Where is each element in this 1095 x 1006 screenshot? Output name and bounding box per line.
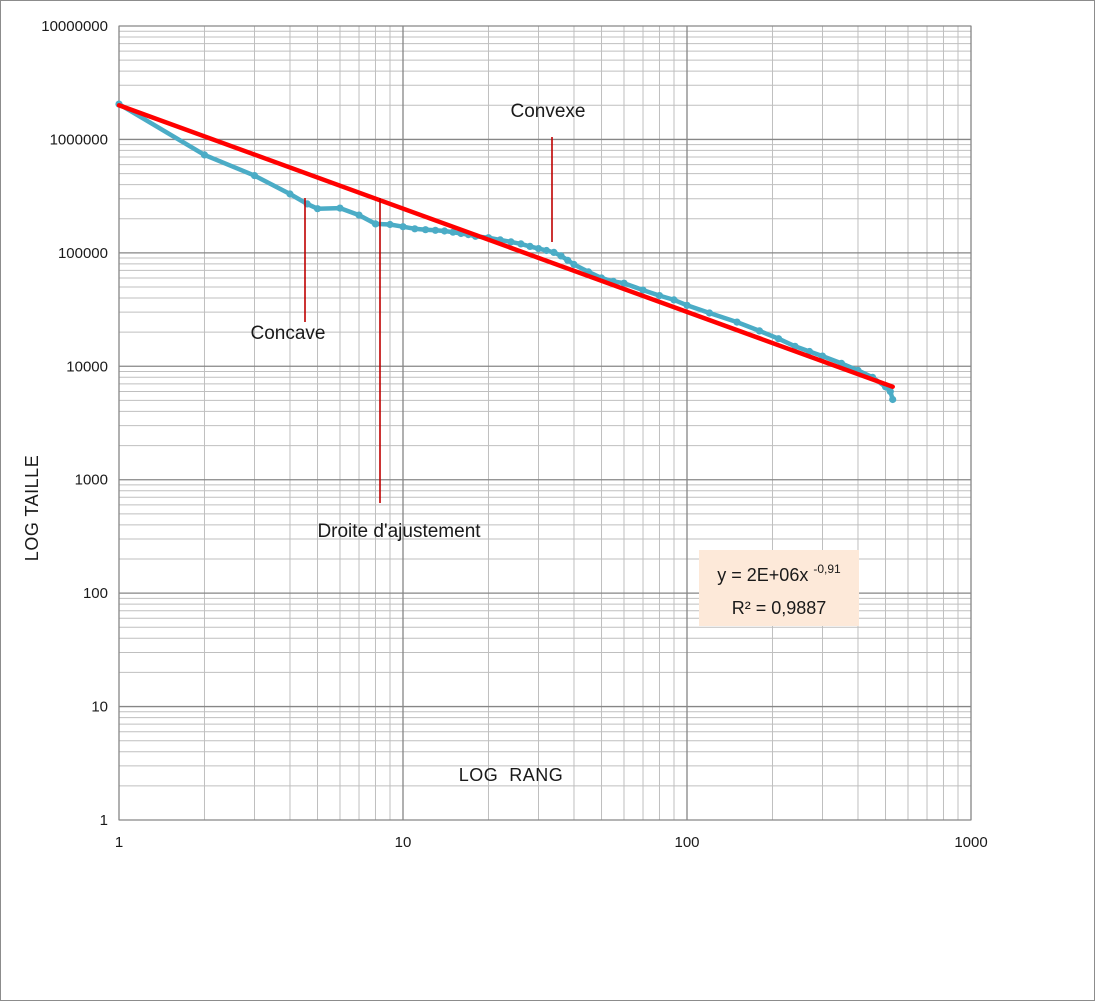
y-tick-label: 10000000 — [41, 18, 108, 35]
y-tick-label: 1000000 — [50, 131, 108, 148]
data-point — [313, 205, 322, 213]
equation-prefix: y = 2E+06x — [717, 565, 808, 585]
y-tick-label: 100 — [83, 585, 108, 602]
data-point — [542, 246, 551, 255]
data-point — [336, 204, 344, 212]
data-point — [286, 190, 294, 198]
equation-line-2: R² = 0,9887 — [732, 598, 827, 618]
data-point — [639, 286, 647, 294]
data-point — [733, 318, 741, 326]
data-point — [421, 226, 430, 234]
y-axis-title: LOG TAILLE — [22, 455, 42, 561]
x-axis-title: LOG RANG — [459, 765, 564, 785]
data-point — [705, 309, 714, 317]
data-point — [386, 220, 394, 229]
data-point — [620, 279, 628, 287]
data-point — [791, 342, 799, 350]
data-point — [570, 260, 578, 269]
data-point — [440, 227, 449, 235]
data-point — [371, 220, 380, 228]
y-tick-label: 1 — [100, 812, 108, 829]
data-point — [774, 335, 783, 343]
data-point — [670, 296, 678, 304]
data-point — [534, 245, 543, 253]
data-point — [399, 223, 407, 231]
data-point — [449, 228, 457, 236]
equation-line-1: y = 2E+06x -0,91 — [717, 562, 841, 585]
data-point — [250, 172, 259, 180]
data-point — [550, 248, 558, 256]
data-point — [355, 211, 363, 219]
y-tick-label: 10000 — [66, 358, 108, 375]
data-point — [818, 352, 827, 360]
data-point — [886, 387, 894, 395]
plot-area-border — [118, 25, 972, 821]
data-point — [200, 151, 209, 159]
y-tick-label: 10 — [91, 699, 108, 716]
data-point — [889, 395, 897, 404]
trendline-equation: y = 2E+06x -0,91 R² = 0,9887 — [699, 550, 859, 626]
data-point — [507, 238, 515, 246]
x-tick-label: 100 — [674, 834, 699, 851]
data-point — [411, 225, 419, 233]
annotation-label: Concave — [251, 323, 326, 344]
annotations: Convexe Concave Droite d'ajustement — [251, 101, 586, 542]
grid — [118, 25, 972, 821]
data-point — [655, 292, 664, 300]
annotation-label: Droite d'ajustement — [317, 521, 481, 542]
data-point — [431, 226, 439, 234]
x-tick-label: 1000 — [954, 834, 987, 851]
data-point — [564, 256, 572, 264]
data-point — [683, 301, 691, 309]
trendline — [116, 103, 895, 390]
data-point — [517, 240, 525, 248]
data-point — [557, 252, 565, 260]
equation-box — [699, 550, 859, 626]
data-point — [755, 327, 764, 335]
data-point — [805, 347, 814, 356]
x-tick-label: 10 — [395, 834, 412, 851]
y-axis-ticks: 1 10 100 1000 10000 100000 1000000 10000000 — [41, 18, 108, 829]
y-tick-label: 1000 — [75, 472, 108, 489]
x-tick-label: 1 — [115, 834, 123, 851]
data-point — [526, 242, 534, 250]
x-axis-ticks: 1 10 100 1000 — [115, 834, 988, 851]
y-tick-label: 100000 — [58, 245, 108, 262]
equation-exponent: -0,91 — [813, 562, 841, 576]
annotation-label: Convexe — [511, 101, 586, 122]
